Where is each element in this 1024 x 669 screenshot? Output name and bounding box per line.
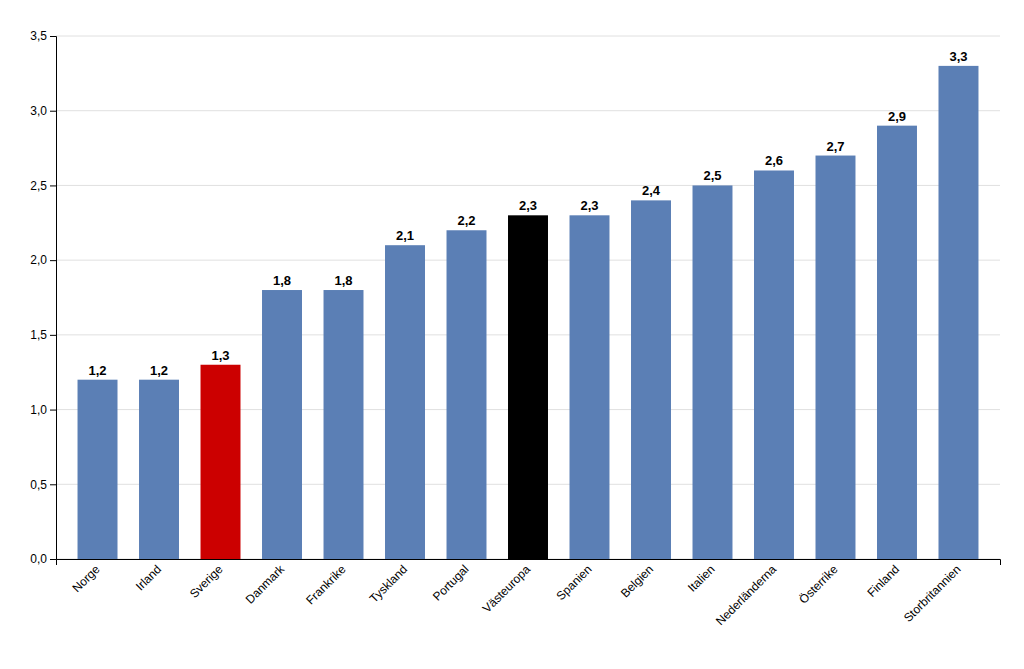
bar xyxy=(816,156,856,559)
bar xyxy=(631,200,671,559)
x-tick: Finland xyxy=(864,562,902,600)
y-axis: 0,0 0,5 1,0 1,5 2,0 2,5 3,0 3,5 xyxy=(30,29,56,566)
x-tick: Sverige xyxy=(187,562,226,601)
y-tick-mark xyxy=(50,185,56,186)
data-label: 1,3 xyxy=(211,348,229,363)
x-tick-label: Västeuropa xyxy=(480,562,534,616)
x-tick-label: Storbritannien xyxy=(901,562,964,625)
data-labels: 1,2 1,2 1,3 1,8 1,8 2,1 2,2 2,3 2,3 2,4 2,5 2,6 2,7 2… xyxy=(88,49,967,378)
grid-line xyxy=(56,110,1000,111)
y-tick-mark xyxy=(50,484,56,485)
bar xyxy=(78,380,118,559)
x-tick-label: Norge xyxy=(70,562,103,595)
bar xyxy=(693,185,733,559)
x-tick-label: Italien xyxy=(685,562,718,595)
x-axis: Norge Irland Sverige Danmark Frankrike Tyskla… xyxy=(57,560,1001,629)
x-tick: Belgien xyxy=(618,562,656,600)
x-tick: Västeuropa xyxy=(480,562,534,616)
y-tick: 2,5 xyxy=(30,179,56,193)
plot: Norge Irland Sverige Danmark Frankrike Tyskla… xyxy=(30,29,1000,628)
grid xyxy=(56,36,1000,559)
data-label: 1,2 xyxy=(88,363,106,378)
x-tick-label: Belgien xyxy=(618,562,656,600)
y-tick-label: 1,5 xyxy=(30,328,47,342)
x-tick-label: Spanien xyxy=(554,562,595,603)
y-tick-mark xyxy=(50,36,56,37)
data-label: 2,9 xyxy=(888,109,906,124)
y-tick: 0,5 xyxy=(30,478,56,492)
data-label: 2,4 xyxy=(642,183,661,198)
x-tick-label: Frankrike xyxy=(303,562,348,607)
bar xyxy=(262,290,302,559)
y-tick-label: 0,5 xyxy=(30,478,47,492)
data-label: 2,3 xyxy=(580,198,598,213)
x-tick: Frankrike xyxy=(303,562,348,607)
bar xyxy=(508,215,548,559)
data-label: 2,5 xyxy=(703,168,721,183)
x-tick: Danmark xyxy=(243,561,288,606)
x-tick-label: Finland xyxy=(864,562,902,600)
data-label: 1,8 xyxy=(334,273,352,288)
chart: Norge Irland Sverige Danmark Frankrike Tyskla… xyxy=(0,0,1024,669)
x-tick-label: Tyskland xyxy=(367,562,410,605)
bar xyxy=(570,215,610,559)
y-tick: 3,0 xyxy=(30,104,56,118)
x-tick: Portugal xyxy=(430,562,472,604)
data-label: 2,3 xyxy=(519,198,537,213)
x-tick: Österrike xyxy=(796,562,841,607)
y-tick-label: 2,0 xyxy=(30,253,47,267)
bar xyxy=(939,66,979,559)
y-tick-label: 0,0 xyxy=(30,552,47,566)
y-axis-line xyxy=(50,37,57,560)
y-tick: 2,0 xyxy=(30,253,56,267)
x-tick: Tyskland xyxy=(367,562,410,605)
x-tick: Italien xyxy=(685,562,718,595)
y-tick-mark xyxy=(50,559,56,560)
x-tick: Norge xyxy=(70,562,103,595)
y-tick: 1,5 xyxy=(30,328,56,342)
bar xyxy=(385,245,425,559)
x-tick-label: Portugal xyxy=(430,562,472,604)
data-label: 2,2 xyxy=(457,213,475,228)
y-tick-mark xyxy=(50,111,56,112)
x-tick-label: Österrike xyxy=(796,562,841,607)
y-tick-label: 1,0 xyxy=(30,403,47,417)
data-label: 2,1 xyxy=(396,228,414,243)
x-tick: Storbritannien xyxy=(901,562,964,625)
y-tick: 1,0 xyxy=(30,403,56,417)
bar xyxy=(139,380,179,559)
y-tick-mark xyxy=(50,335,56,336)
x-tick-label: Nederländerna xyxy=(713,562,779,628)
bar xyxy=(324,290,364,559)
x-tick: Irland xyxy=(133,562,164,593)
bars xyxy=(78,66,979,559)
data-label: 2,7 xyxy=(826,139,844,154)
y-tick: 3,5 xyxy=(30,29,56,43)
data-label: 1,8 xyxy=(273,273,291,288)
x-tick-label: Danmark xyxy=(243,561,288,606)
y-tick-mark xyxy=(50,410,56,411)
y-tick: 0,0 xyxy=(30,552,56,566)
y-tick-mark xyxy=(50,260,56,261)
data-label: 1,2 xyxy=(150,363,168,378)
bar xyxy=(201,365,241,559)
data-label: 2,6 xyxy=(765,153,783,168)
bar xyxy=(447,230,487,559)
grid-line xyxy=(56,36,1000,37)
data-label: 3,3 xyxy=(949,49,967,64)
x-tick-label: Irland xyxy=(133,562,164,593)
grid-line xyxy=(56,185,1000,186)
bar xyxy=(754,170,794,559)
y-tick-label: 2,5 xyxy=(30,179,47,193)
bar xyxy=(877,126,917,559)
x-tick: Spanien xyxy=(554,562,595,603)
y-tick-label: 3,0 xyxy=(30,104,47,118)
x-axis-line xyxy=(57,560,1001,566)
y-tick-label: 3,5 xyxy=(30,29,47,43)
x-tick-label: Sverige xyxy=(187,562,226,601)
x-tick: Nederländerna xyxy=(713,562,779,628)
